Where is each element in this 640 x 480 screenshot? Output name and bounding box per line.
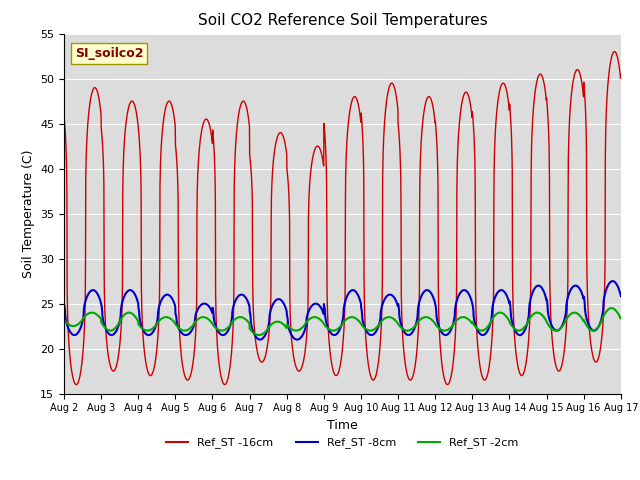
Ref_ST -8cm bbox=[60, 301, 68, 307]
Ref_ST -16cm bbox=[542, 91, 550, 96]
Ref_ST -8cm bbox=[376, 318, 384, 324]
Ref_ST -8cm bbox=[609, 278, 616, 284]
Ref_ST -8cm bbox=[617, 293, 625, 299]
Ref_ST -2cm bbox=[255, 332, 262, 338]
Ref_ST -16cm bbox=[236, 106, 244, 111]
Ref_ST -16cm bbox=[510, 328, 518, 334]
Ref_ST -2cm bbox=[376, 320, 384, 326]
Ref_ST -16cm bbox=[609, 50, 617, 56]
Ref_ST -2cm bbox=[510, 325, 518, 331]
Ref_ST -2cm bbox=[617, 314, 625, 320]
Y-axis label: Soil Temperature (C): Soil Temperature (C) bbox=[22, 149, 35, 278]
Ref_ST -16cm bbox=[116, 344, 124, 349]
Line: Ref_ST -2cm: Ref_ST -2cm bbox=[64, 308, 621, 335]
Title: Soil CO2 Reference Soil Temperatures: Soil CO2 Reference Soil Temperatures bbox=[198, 13, 487, 28]
Ref_ST -8cm bbox=[236, 292, 244, 298]
Ref_ST -16cm bbox=[617, 72, 625, 78]
Line: Ref_ST -16cm: Ref_ST -16cm bbox=[64, 52, 621, 384]
Ref_ST -2cm bbox=[116, 319, 124, 324]
Ref_ST -2cm bbox=[542, 317, 550, 323]
Ref_ST -2cm bbox=[608, 305, 616, 311]
Text: SI_soilco2: SI_soilco2 bbox=[75, 47, 143, 60]
Ref_ST -8cm bbox=[510, 326, 518, 332]
Ref_ST -8cm bbox=[293, 336, 301, 342]
X-axis label: Time: Time bbox=[327, 419, 358, 432]
Ref_ST -2cm bbox=[60, 316, 68, 322]
Ref_ST -8cm bbox=[542, 294, 550, 300]
Ref_ST -2cm bbox=[609, 306, 617, 312]
Ref_ST -16cm bbox=[444, 382, 451, 387]
Ref_ST -16cm bbox=[376, 347, 383, 352]
Line: Ref_ST -8cm: Ref_ST -8cm bbox=[64, 281, 621, 339]
Ref_ST -8cm bbox=[116, 319, 124, 324]
Ref_ST -8cm bbox=[609, 278, 617, 284]
Ref_ST -2cm bbox=[236, 314, 244, 320]
Legend: Ref_ST -16cm, Ref_ST -8cm, Ref_ST -2cm: Ref_ST -16cm, Ref_ST -8cm, Ref_ST -2cm bbox=[162, 433, 523, 453]
Ref_ST -16cm bbox=[611, 49, 618, 55]
Ref_ST -16cm bbox=[60, 113, 68, 119]
